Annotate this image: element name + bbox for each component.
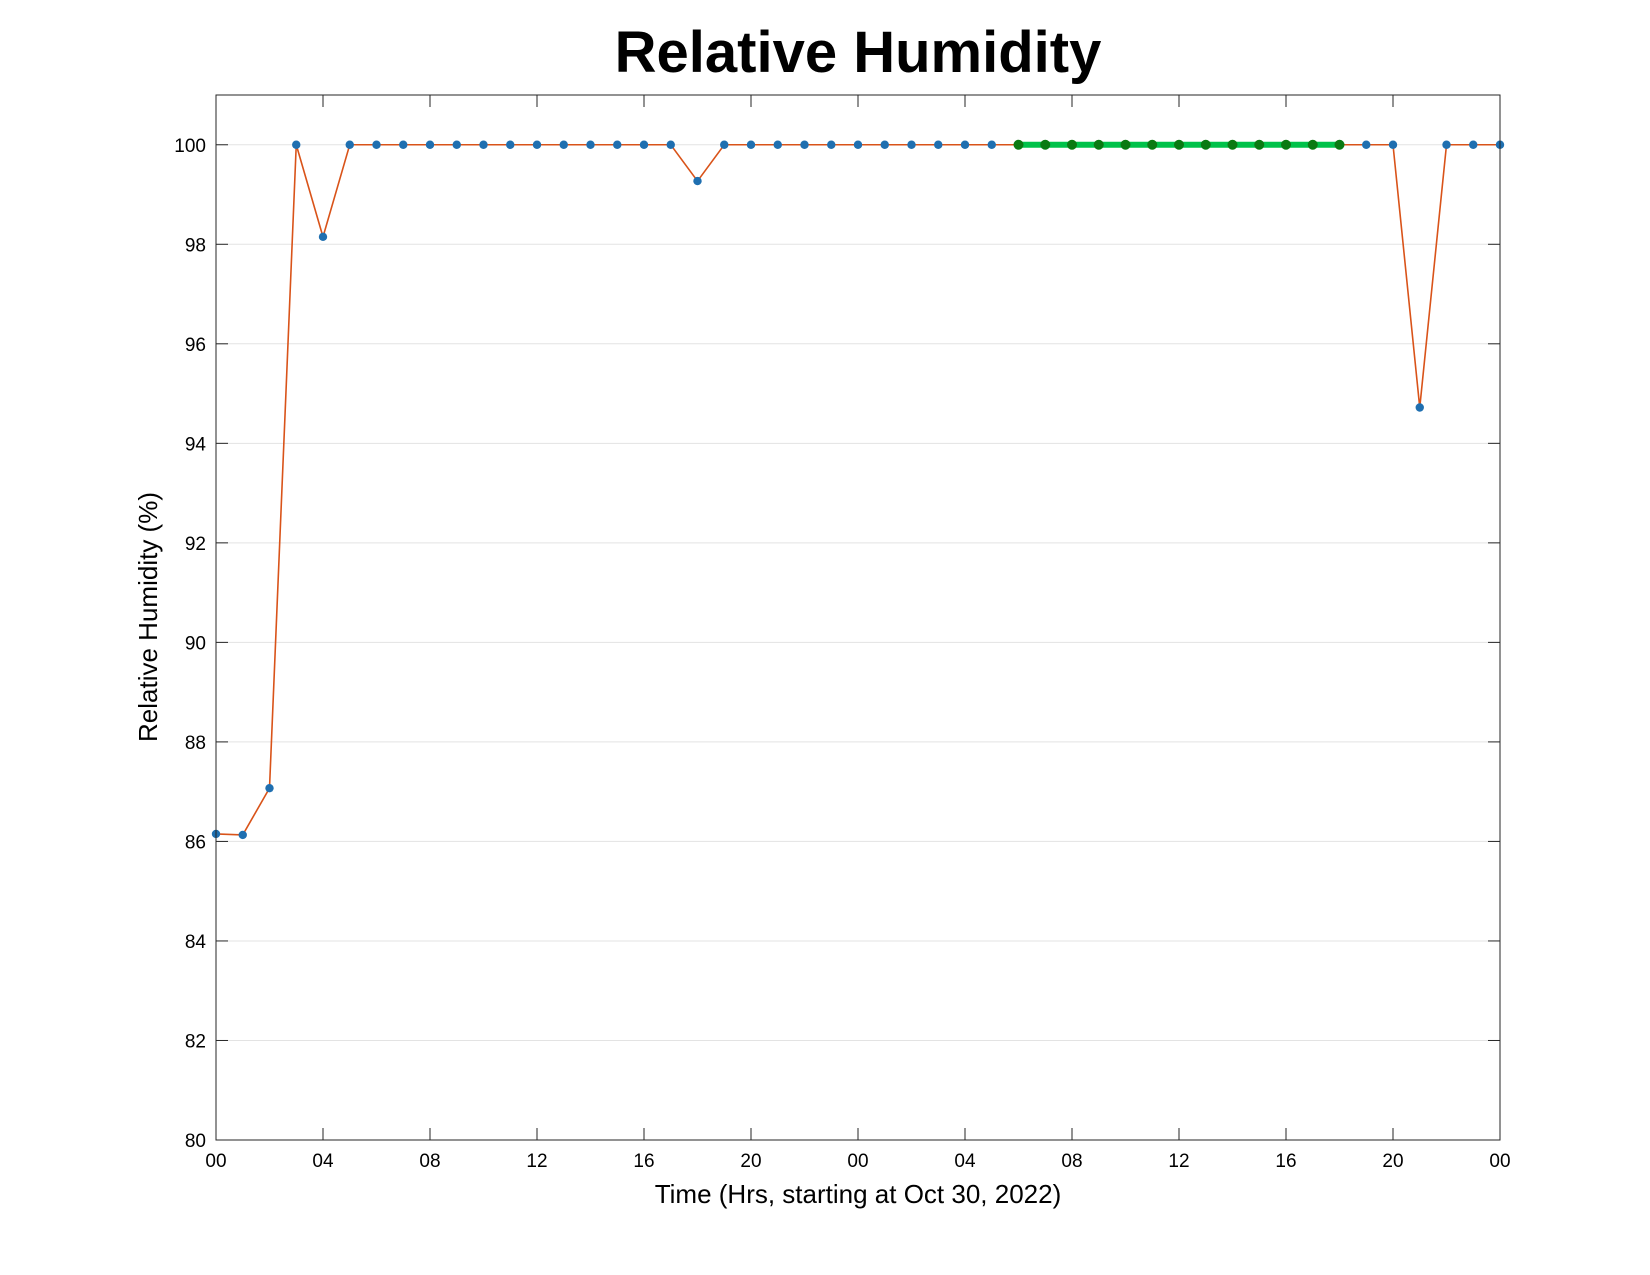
y-tick-label: 98	[185, 235, 206, 256]
data-point	[559, 140, 568, 149]
x-axis-label: Time (Hrs, starting at Oct 30, 2022)	[655, 1179, 1062, 1209]
x-tick-label: 00	[847, 1151, 868, 1172]
highlight-point	[1120, 139, 1131, 150]
y-tick-label: 90	[185, 633, 206, 654]
x-tick-label: 04	[312, 1151, 334, 1172]
x-tick-label: 16	[633, 1151, 654, 1172]
data-point	[265, 783, 274, 793]
data-point	[934, 140, 943, 149]
x-tick-label: 12	[526, 1151, 547, 1172]
x-tick-label: 20	[1382, 1151, 1403, 1172]
data-point	[532, 140, 542, 149]
highlight-point	[1334, 139, 1345, 150]
data-point	[238, 830, 247, 840]
y-tick-label: 94	[185, 434, 207, 455]
data-point	[746, 140, 756, 149]
data-point	[773, 140, 782, 149]
data-point	[907, 140, 916, 149]
data-point	[666, 140, 675, 149]
highlight-point	[1147, 139, 1158, 150]
data-point	[318, 232, 328, 242]
grid-lines	[216, 144, 1500, 1141]
data-point	[613, 140, 622, 149]
data-point	[987, 140, 996, 149]
x-tick-label: 04	[954, 1151, 976, 1172]
series-line	[215, 143, 1500, 836]
chart-title: Relative Humidity	[615, 20, 1102, 85]
x-tick-label: 16	[1275, 1151, 1296, 1172]
data-point	[1415, 403, 1424, 412]
x-tick-label: 08	[1061, 1151, 1082, 1172]
data-point	[506, 140, 515, 149]
x-tick-label: 00	[205, 1151, 226, 1172]
y-tick-label: 92	[185, 534, 206, 555]
y-tick-label: 96	[185, 335, 206, 356]
data-point	[425, 140, 435, 149]
highlight-point	[1013, 139, 1024, 150]
data-point	[960, 140, 970, 149]
y-axis-label: Relative Humidity (%)	[133, 492, 163, 742]
highlight-point	[1254, 139, 1265, 150]
y-tick-label: 80	[185, 1131, 206, 1152]
data-point	[479, 140, 488, 149]
data-point	[827, 140, 836, 149]
highlight-point	[1067, 139, 1077, 150]
data-point	[345, 140, 354, 149]
data-point	[372, 140, 381, 149]
data-point	[800, 140, 809, 149]
axis-ticks: 80 82 84 86 88 90 92 94 96 98 100 00 04 08 12 16 20 00 04 0…	[174, 95, 1511, 1172]
data-point	[693, 176, 702, 186]
highlight-point	[1174, 139, 1184, 150]
data-point	[1388, 140, 1398, 149]
data-point	[1362, 140, 1371, 149]
data-point	[399, 140, 408, 149]
x-tick-label: 20	[740, 1151, 761, 1172]
x-tick-label: 12	[1168, 1151, 1189, 1172]
data-point	[292, 140, 301, 149]
y-tick-label: 84	[185, 932, 207, 953]
data-point	[853, 140, 863, 149]
x-tick-label: 00	[1489, 1151, 1510, 1172]
data-point	[1469, 140, 1478, 149]
highlight-point	[1227, 139, 1238, 150]
data-point	[639, 140, 649, 149]
x-tick-label: 08	[419, 1151, 440, 1172]
y-tick-label: 82	[185, 1031, 206, 1052]
highlight-point	[1281, 139, 1291, 150]
y-tick-label: 86	[185, 832, 206, 853]
data-point	[1442, 140, 1451, 149]
data-point	[586, 140, 595, 149]
y-tick-label: 88	[185, 733, 206, 754]
y-tick-label: 100	[174, 136, 206, 157]
data-point	[720, 140, 729, 149]
highlight-point	[1093, 139, 1104, 150]
data-point	[452, 140, 461, 149]
highlight-point	[1307, 139, 1318, 150]
data-point	[880, 140, 889, 149]
plot-area-frame	[215, 94, 1501, 1141]
highlight-point	[1200, 139, 1211, 150]
data-series	[211, 139, 1505, 840]
highlight-point	[1040, 139, 1051, 150]
